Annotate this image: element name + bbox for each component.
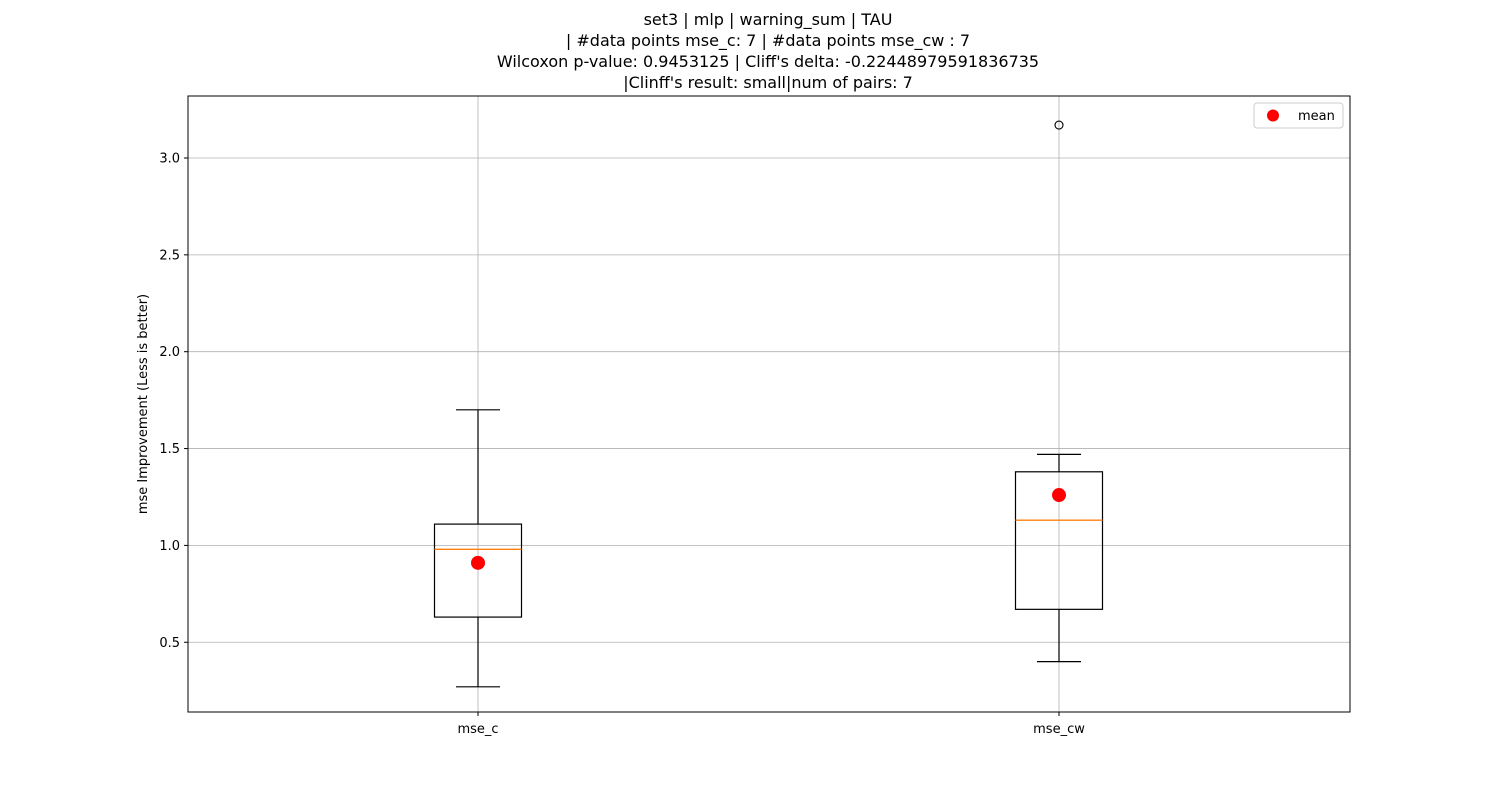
x-tick-label: mse_c [457, 722, 498, 737]
y-axis-ticks: 0.5 1.0 1.5 2.0 2.5 3.0 [159, 151, 188, 651]
mean-point [471, 555, 485, 570]
legend-mean-marker [1267, 109, 1279, 122]
y-tick-label: 2.0 [159, 345, 180, 360]
x-tick-label: mse_cw [1033, 722, 1085, 737]
y-axis-label: mse Improvement (Less is better) [136, 294, 151, 514]
legend: mean [1253, 102, 1344, 129]
title-line-1: set3 | mlp | warning_sum | TAU [644, 10, 893, 30]
y-tick-label: 1.5 [159, 442, 180, 457]
legend-frame [1253, 102, 1344, 129]
iqr-box [433, 523, 523, 618]
y-tick-label: 3.0 [159, 151, 180, 166]
y-tick-label: 0.5 [159, 636, 180, 651]
box-mse_c [433, 409, 523, 688]
title-line-2: | #data points mse_c: 7 | #data points m… [566, 31, 970, 51]
iqr-box [1014, 471, 1104, 610]
y-tick-label: 2.5 [159, 248, 180, 263]
mean-point [1052, 488, 1066, 503]
plot-area-frame [187, 95, 1351, 713]
chart-title: set3 | mlp | warning_sum | TAU | #data p… [497, 10, 1039, 92]
x-axis-ticks: mse_c mse_cw [457, 712, 1085, 737]
y-tick-label: 1.0 [159, 539, 180, 554]
title-line-3: Wilcoxon p-value: 0.9453125 | Cliff's de… [497, 52, 1039, 71]
box-mse_cw [1014, 120, 1104, 663]
legend-mean-label: mean [1298, 109, 1335, 124]
outlier-point [1054, 120, 1064, 130]
title-line-4: |Clinff's result: small|num of pairs: 7 [623, 73, 913, 92]
boxes [433, 120, 1104, 688]
grid-lines [188, 96, 1350, 712]
